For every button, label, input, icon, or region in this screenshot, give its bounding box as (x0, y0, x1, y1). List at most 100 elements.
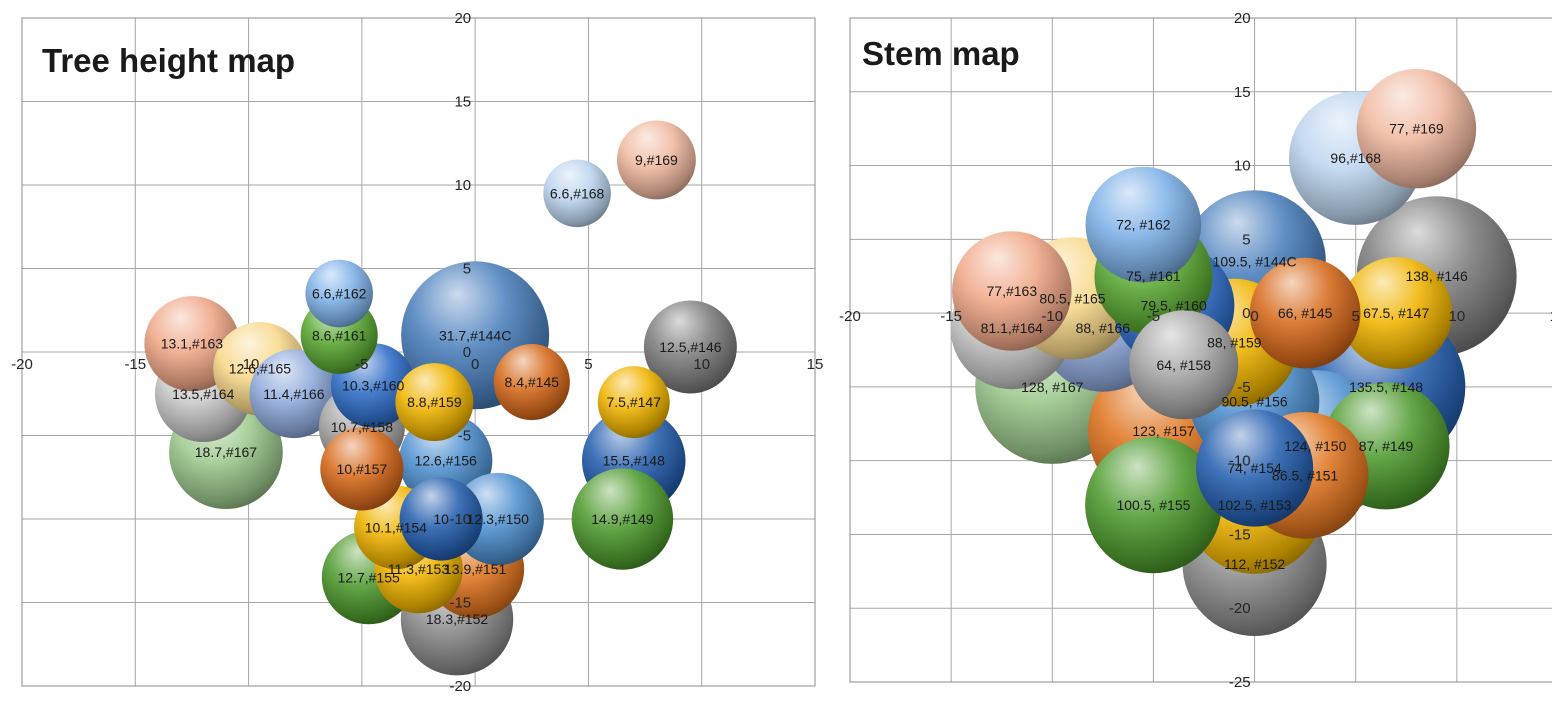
y-tick-label: -25 (1229, 674, 1251, 691)
bubble-label: 6.6,#168 (550, 185, 605, 201)
bubble-label: 7.5,#147 (606, 394, 661, 410)
bubble-label: 81.1,#164 (981, 320, 1043, 336)
y-tick-label: 20 (1234, 10, 1251, 27)
x-tick-label: 5 (1352, 308, 1360, 325)
bubble-label: 12.3,#150 (467, 511, 529, 527)
x-tick-label: 0 (471, 356, 479, 373)
bubble-label: 10.1,#154 (365, 519, 427, 535)
y-tick-label: 0 (1242, 305, 1250, 322)
y-tick-label: -15 (1229, 526, 1251, 543)
bubble-label: 90.5, #156 (1221, 394, 1287, 410)
bubble-label: 18.3,#152 (426, 611, 488, 627)
bubble (571, 468, 674, 570)
plot-area (849, 17, 1552, 683)
tree-height-chart: -20 -15 -10 -5 0 5 10 15 -20 -15 -10 -5 0 5 10 15 20 31.7… (11, 10, 823, 695)
bubble (1129, 310, 1239, 420)
stem-map-chart: -20 -15 -10 -5 0 5 10 15 -25 -20 -15 -10 -5 0 5 10 15 20 1… (839, 10, 1552, 691)
bubble-label: 18.7,#167 (195, 444, 257, 460)
x-tick-label: 5 (584, 356, 592, 373)
bubble-label: 75, #161 (1126, 268, 1181, 284)
bubble (616, 120, 696, 200)
y-tick-label: 5 (1242, 231, 1250, 248)
bubble-label: 12.6,#156 (415, 453, 477, 469)
x-tick-label: -20 (11, 356, 33, 373)
x-tick-label: 15 (807, 356, 824, 373)
bubble (493, 343, 570, 421)
bubble-label: 135.5, #148 (1349, 379, 1423, 395)
x-tick-label: -5 (355, 356, 368, 373)
bubble-label: 88, #159 (1207, 335, 1262, 351)
y-tick-label: 15 (1234, 84, 1251, 101)
y-tick-label: -20 (1229, 600, 1251, 617)
bubble-label: 77,#163 (987, 283, 1038, 299)
bubble (395, 363, 474, 442)
bubble (249, 349, 339, 439)
bubble (543, 159, 611, 228)
x-tick-label: -10 (1041, 308, 1063, 325)
bubble (1340, 257, 1453, 370)
bubble (597, 366, 670, 439)
bubble-label: 11.3,#153 (388, 561, 449, 577)
bubble-label: 13.9,#151 (444, 561, 506, 577)
y-tick-label: -20 (449, 678, 471, 695)
x-tick-label: -10 (238, 356, 260, 373)
bubble (1249, 257, 1361, 369)
y-tick-label: 10 (454, 177, 471, 194)
y-tick-label: 5 (463, 261, 471, 278)
bubble-label: 10 (433, 511, 449, 527)
bubble-label: 74, #154 (1227, 460, 1282, 476)
bubble-label: 86.5, #151 (1272, 467, 1338, 483)
bubble-label: 12.5,#146 (659, 339, 721, 355)
bubble-label: 64, #158 (1157, 357, 1212, 373)
bubble-label: 12.7,#155 (338, 569, 400, 585)
bubble-label: 6.6,#162 (312, 286, 367, 302)
bubble-label: 77, #169 (1389, 121, 1444, 137)
plot-area (21, 17, 816, 687)
bubble-label: 66, #145 (1278, 305, 1333, 321)
x-tick-label: -15 (124, 356, 146, 373)
bubble-label: 10.7,#158 (331, 419, 393, 435)
bubble-label: 138, #146 (1405, 268, 1467, 284)
chart-title: Tree height map (42, 42, 295, 79)
bubble-label: 11.4,#166 (263, 386, 324, 402)
y-tick-label: -5 (458, 428, 471, 445)
bubble-label: 112, #152 (1224, 556, 1285, 572)
bubble-label: 10,#157 (337, 461, 388, 477)
bubble-label: 10.3,#160 (342, 377, 404, 393)
x-tick-label: 10 (1449, 308, 1466, 325)
bubble-label: 87, #149 (1359, 438, 1414, 454)
bubble-label: 80.5, #165 (1039, 290, 1105, 306)
x-tick-label: -5 (1147, 308, 1160, 325)
bubble (952, 231, 1072, 351)
bubble-label: 96,#168 (1330, 150, 1381, 166)
bubble (1085, 166, 1202, 283)
bubble-label: 100.5, #155 (1116, 497, 1190, 513)
y-tick-label: -10 (449, 511, 471, 528)
bubble-label: 14.9,#149 (591, 511, 653, 527)
y-tick-label: 20 (454, 10, 471, 27)
bubble-label: 12.6,#165 (229, 361, 291, 377)
bubble-label: 72, #162 (1116, 217, 1171, 233)
y-tick-label: -15 (449, 595, 471, 612)
x-tick-label: -20 (839, 308, 861, 325)
bubble (1195, 409, 1314, 527)
bubble-label: 123, #157 (1132, 423, 1194, 439)
bubble (643, 300, 737, 394)
bubble-label: 31.7,#144C (439, 327, 511, 343)
bubble (1085, 436, 1222, 574)
bubble-label: 79.5, #160 (1141, 298, 1207, 314)
bubble-label: 102.5, #153 (1218, 497, 1292, 513)
bubble-label: 13.5,#164 (172, 386, 234, 402)
bubble (320, 427, 404, 511)
bubble-label: 8.6,#161 (312, 327, 367, 343)
y-tick-label: -10 (1229, 453, 1251, 470)
bubble-label: 109.5, #144C (1213, 253, 1297, 269)
bubble-label: 13.1,#163 (161, 336, 223, 352)
x-tick-label: -15 (940, 308, 962, 325)
bubble (305, 259, 373, 328)
x-tick-label: 15 (1550, 308, 1552, 325)
y-tick-label: 15 (454, 94, 471, 111)
bubble-label: 88, #166 (1076, 320, 1131, 336)
bubble (1356, 68, 1477, 189)
